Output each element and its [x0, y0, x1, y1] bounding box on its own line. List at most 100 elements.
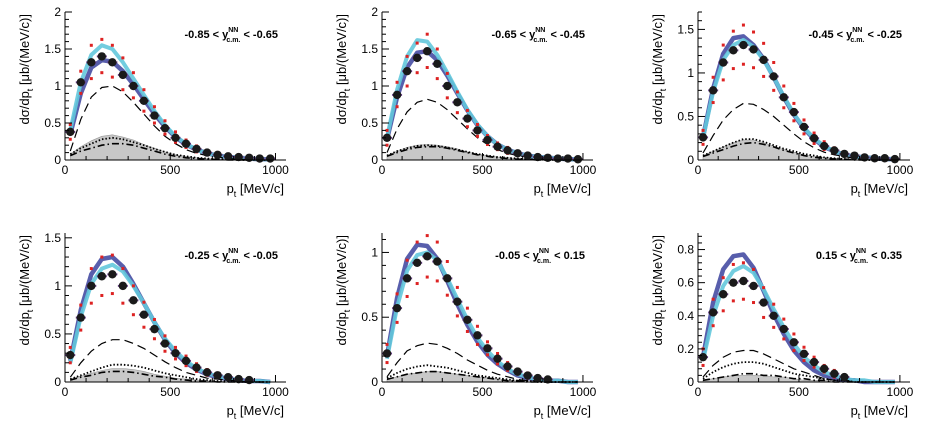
rapidity-range-sub: c.m.	[537, 258, 551, 265]
sys-upper-marker	[385, 342, 389, 346]
data-point	[708, 86, 718, 95]
data-point	[244, 153, 254, 162]
y-tick-label: 0	[371, 375, 378, 389]
y-axis-label-sub: t	[658, 88, 668, 91]
data-point	[463, 114, 472, 123]
sys-lower-marker	[174, 140, 177, 144]
sys-upper-marker	[415, 41, 419, 45]
data-point	[66, 127, 75, 137]
x-tick-label: 500	[160, 163, 180, 177]
model-curve-dotted	[69, 363, 271, 383]
model-band-cyan	[701, 37, 895, 162]
data-point	[698, 352, 708, 362]
data-point	[234, 374, 243, 384]
sys-lower-marker	[782, 337, 786, 341]
y-tick-label: 2	[54, 5, 61, 19]
data-point	[533, 373, 542, 383]
y-tick-label: 0	[371, 153, 378, 167]
y-tick-label: 0.2	[677, 342, 694, 356]
data-point	[708, 308, 718, 317]
sys-lower-marker	[121, 301, 125, 305]
model-curve-dashed	[386, 98, 578, 161]
sys-upper-marker	[110, 43, 114, 47]
data-point	[453, 98, 462, 107]
y-axis-label-main: dσ/dp	[650, 312, 665, 345]
data-point	[423, 252, 432, 261]
data-point	[129, 81, 138, 91]
model-band-cyan	[385, 250, 578, 384]
data-point	[523, 371, 532, 380]
sys-upper-marker	[435, 47, 439, 51]
data-point	[513, 149, 522, 158]
data-point	[799, 349, 809, 359]
sys-lower-marker	[741, 62, 745, 66]
sys-upper-marker	[152, 318, 156, 322]
sys-upper-marker	[121, 56, 125, 60]
data-point	[129, 296, 138, 305]
rapidity-range-pre: 0.15 < y	[816, 250, 857, 262]
sys-upper-marker	[184, 354, 188, 358]
data-point	[840, 149, 849, 159]
data-point	[749, 45, 758, 54]
x-axis-label-unit: [MeV/c]	[543, 181, 591, 196]
rapidity-range-label: -0.45 < yNN c.m. < -0.25	[809, 27, 902, 44]
sys-lower-marker	[475, 342, 479, 346]
sys-upper-marker	[762, 41, 766, 45]
data-point	[76, 78, 85, 87]
x-tick-label: 0	[695, 385, 702, 399]
sys-lower-marker	[711, 101, 715, 105]
sys-lower-marker	[110, 75, 114, 79]
data-point	[181, 139, 191, 148]
data-point	[423, 47, 432, 56]
sys-lower-marker	[415, 282, 419, 286]
sys-upper-marker	[731, 262, 735, 266]
sys-upper-marker	[752, 30, 756, 34]
data-point	[382, 133, 392, 142]
sys-upper-marker	[455, 90, 459, 94]
data-point	[150, 324, 159, 334]
y-axis-label-main: dσ/dp	[334, 312, 349, 345]
sys-upper-marker	[131, 284, 135, 288]
rapidity-range-pre: -0.45 < y	[809, 29, 854, 41]
sys-lower-marker	[385, 361, 389, 365]
x-tick-label: 1000	[887, 163, 914, 177]
y-axis-label-unit: [μb/(MeV/c)]	[17, 235, 32, 310]
data-point	[244, 375, 254, 385]
sys-upper-marker	[395, 80, 399, 84]
sys-lower-marker	[152, 121, 156, 125]
data-point	[483, 135, 492, 145]
data-point	[87, 281, 96, 291]
data-point	[698, 133, 708, 142]
x-tick-label: 0	[379, 163, 386, 177]
x-tick-label: 0	[62, 163, 69, 177]
sys-lower-marker	[121, 88, 125, 92]
data-point	[870, 154, 879, 163]
sys-upper-marker	[395, 292, 399, 296]
sys-upper-marker	[792, 332, 796, 336]
data-point	[483, 344, 492, 353]
sys-upper-marker	[79, 303, 83, 307]
y-axis-label-sub: t	[342, 88, 352, 91]
x-tick-label: 1000	[570, 385, 597, 399]
model-band-cyan	[701, 264, 895, 384]
sys-upper-marker	[711, 297, 715, 301]
sys-upper-marker	[812, 355, 816, 359]
data-point	[513, 367, 522, 376]
sys-upper-marker	[405, 54, 409, 58]
x-axis-label-unit: [MeV/c]	[236, 181, 284, 196]
data-point	[255, 154, 264, 163]
sys-lower-marker	[68, 137, 72, 141]
sys-upper-marker	[802, 345, 806, 349]
rapidity-range-sub: c.m.	[533, 37, 547, 44]
sys-upper-marker	[174, 345, 177, 349]
sys-upper-marker	[174, 130, 177, 134]
data-point	[840, 372, 849, 382]
data-point	[543, 153, 552, 162]
data-point	[171, 133, 180, 142]
data-point	[213, 371, 222, 380]
y-tick-label: 0.4	[677, 309, 694, 323]
x-axis-label-sub: t	[858, 189, 861, 199]
sys-lower-marker	[465, 329, 469, 333]
